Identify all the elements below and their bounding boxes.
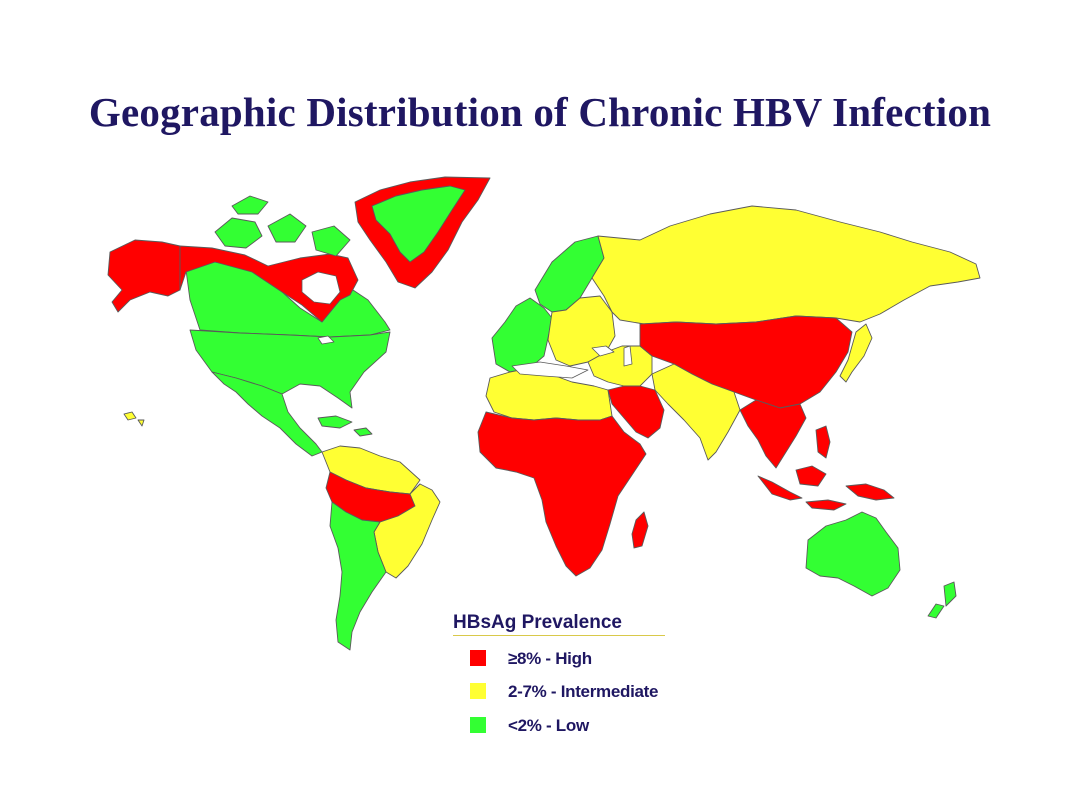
great-lakes	[317, 335, 335, 345]
region-japan	[839, 323, 873, 383]
region-south-asia	[651, 363, 741, 461]
region-southeast-asia	[739, 399, 807, 469]
region-western-europe	[491, 297, 553, 373]
region-indonesia	[757, 465, 847, 511]
legend-item-low: <2% - Low	[470, 716, 710, 736]
region-southern-cone	[329, 501, 387, 651]
black-sea	[591, 345, 615, 357]
legend-swatch-high	[470, 650, 486, 666]
caspian-sea	[623, 345, 633, 367]
region-sub-saharan-africa	[477, 411, 647, 577]
region-greenland-interior	[371, 185, 466, 263]
legend-label-intermediate: 2-7% - Intermediate	[508, 682, 659, 701]
region-caribbean	[317, 415, 373, 437]
region-philippines	[815, 425, 831, 459]
region-alaska	[107, 239, 181, 313]
region-brazil-east	[373, 483, 441, 579]
map-title: Geographic Distribution of Chronic HBV I…	[88, 89, 992, 135]
region-arabian-peninsula	[607, 385, 665, 439]
region-usa	[189, 329, 391, 409]
region-madagascar	[631, 511, 649, 549]
legend-item-intermediate: 2-7% - Intermediate	[470, 682, 710, 702]
legend-swatch-intermediate	[470, 683, 486, 699]
region-hawaii	[123, 411, 145, 427]
legend-label-low: <2% - Low	[508, 716, 589, 735]
hudson-bay	[301, 271, 341, 305]
legend-item-high: ≥8% - High	[470, 649, 710, 669]
legend-label-high: ≥8% - High	[508, 649, 592, 668]
region-russia	[591, 205, 981, 325]
region-mexico-central-america	[211, 371, 323, 457]
region-new-zealand	[927, 581, 957, 619]
region-northern-canada	[179, 245, 359, 323]
mediterranean-sea	[511, 361, 589, 379]
legend-swatch-low	[470, 717, 486, 733]
legend-title: HBsAg Prevalence	[453, 612, 665, 636]
legend: HBsAg Prevalence ≥8% - High 2-7% - Inter…	[453, 612, 713, 742]
region-australia	[805, 511, 901, 597]
region-papua-new-guinea	[845, 483, 895, 501]
region-canadian-arctic-islands	[214, 195, 351, 257]
